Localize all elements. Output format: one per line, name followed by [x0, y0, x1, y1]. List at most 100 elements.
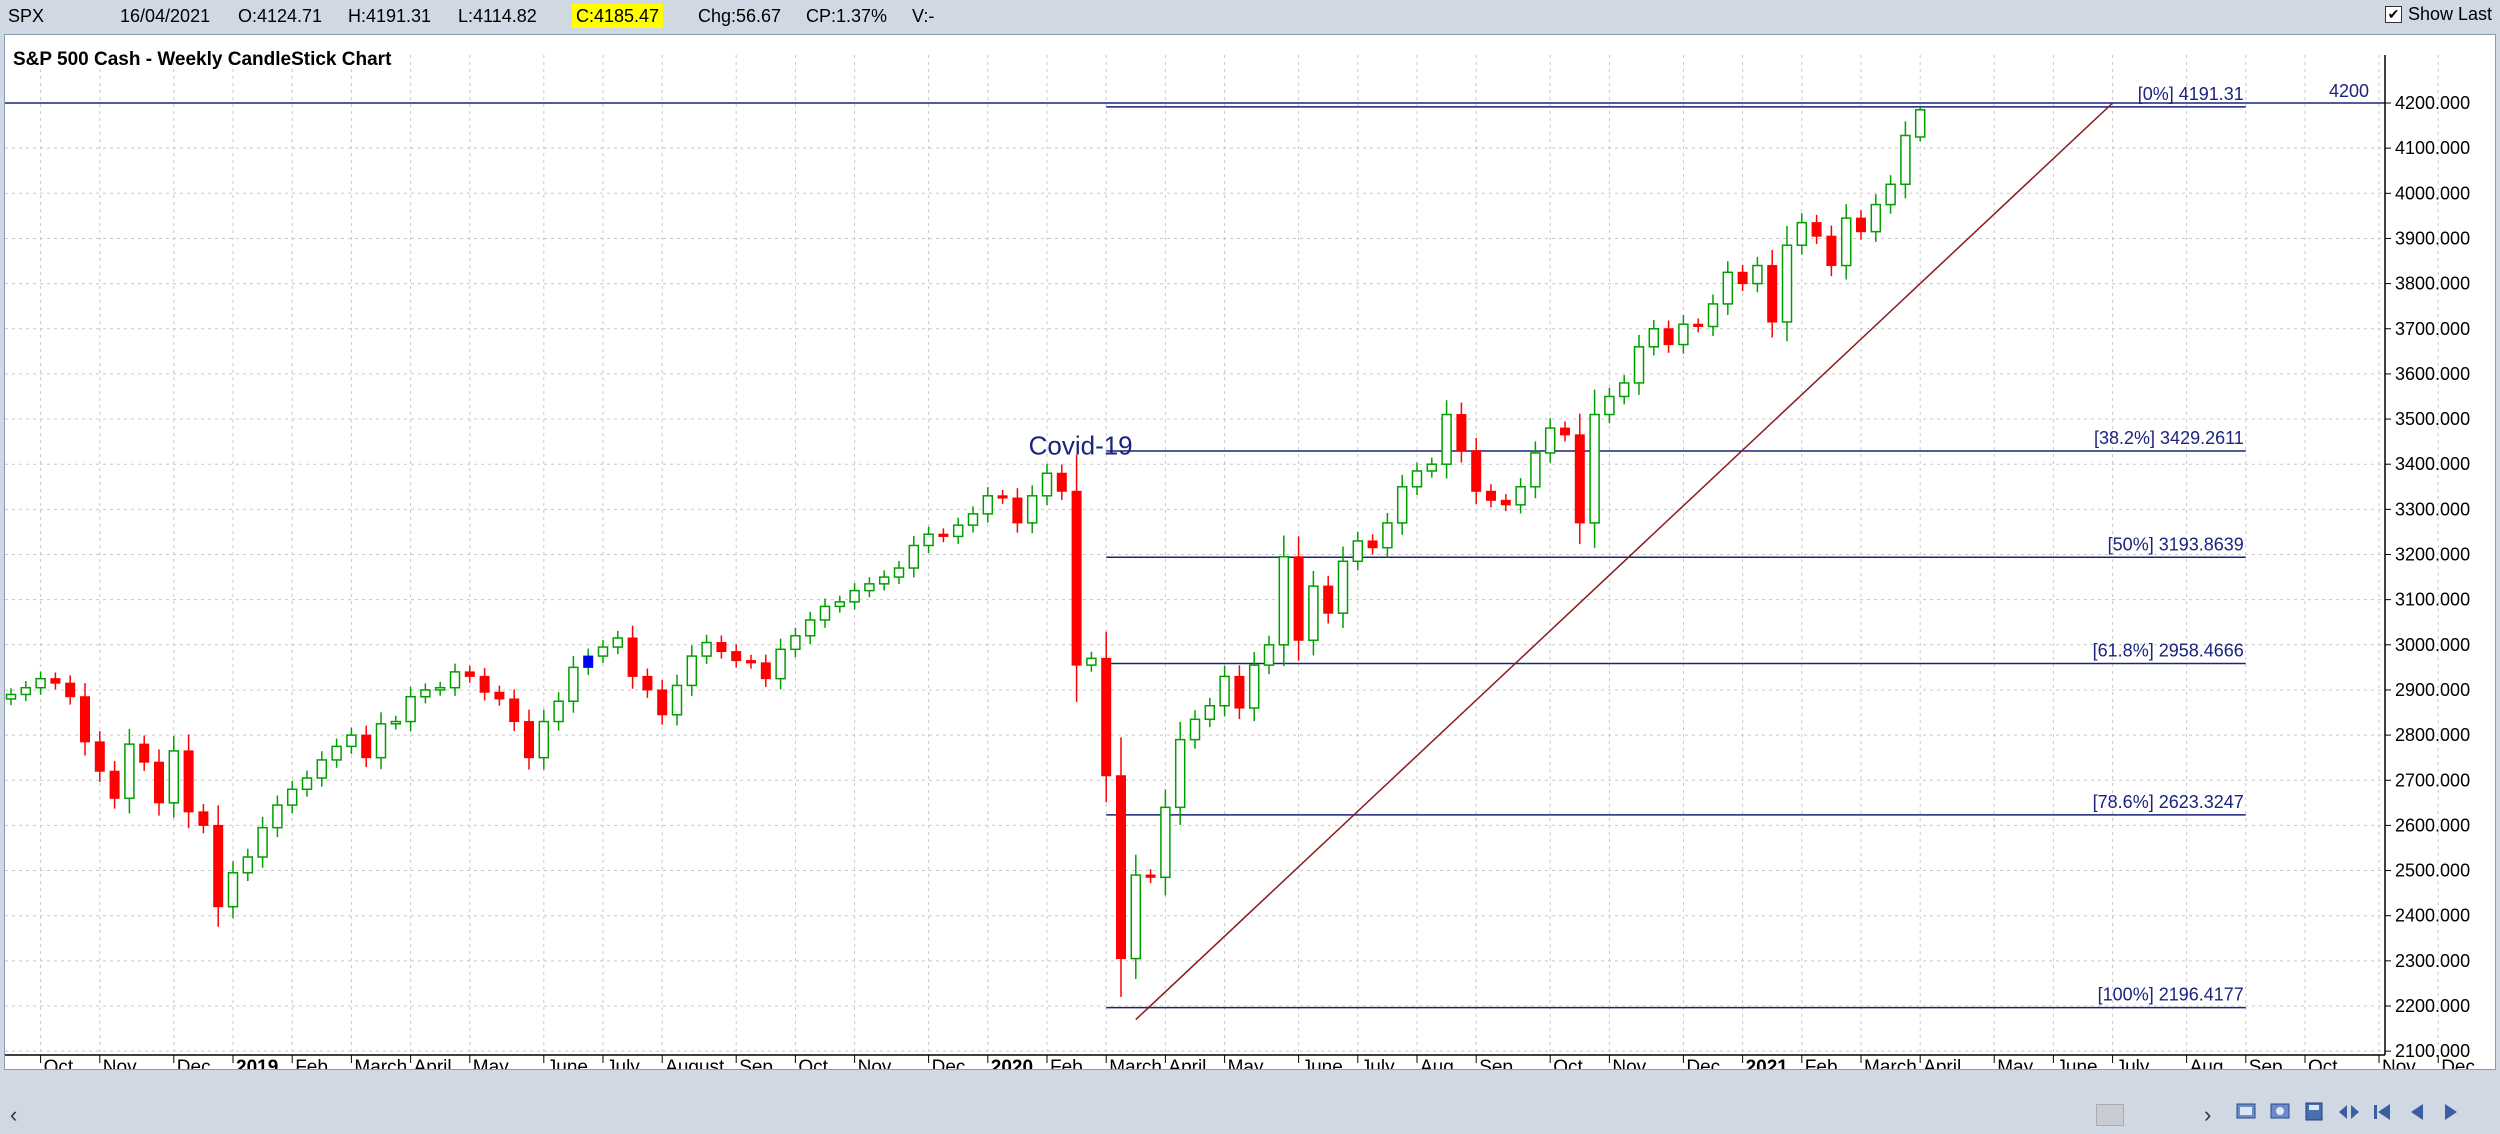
candle[interactable]: [1174, 722, 1186, 825]
candle[interactable]: [1352, 531, 1364, 571]
candle[interactable]: [1012, 488, 1023, 533]
scroll-right-arrow-icon[interactable]: ›: [2204, 1102, 2212, 1127]
candle[interactable]: [213, 805, 224, 927]
candle[interactable]: [361, 725, 372, 768]
show-last-toggle[interactable]: ✔ Show Last: [2384, 4, 2492, 25]
candle[interactable]: [227, 861, 239, 919]
candle[interactable]: [1189, 710, 1201, 749]
candle[interactable]: [1589, 389, 1600, 548]
candle[interactable]: [1678, 315, 1689, 354]
candle[interactable]: [1648, 320, 1660, 356]
candle[interactable]: [1500, 494, 1511, 512]
candle[interactable]: [80, 683, 90, 756]
zoom-out-icon[interactable]: [2268, 1100, 2294, 1124]
candle[interactable]: [1337, 546, 1349, 628]
candle[interactable]: [701, 634, 712, 664]
candle[interactable]: [1293, 536, 1304, 661]
show-last-checkbox[interactable]: ✔: [2384, 6, 2402, 23]
candle[interactable]: [1441, 400, 1452, 479]
candle[interactable]: [1618, 375, 1630, 405]
candle[interactable]: [1130, 854, 1142, 980]
candle[interactable]: [923, 526, 934, 553]
candle[interactable]: [1885, 175, 1896, 214]
candle[interactable]: [612, 630, 624, 655]
candle[interactable]: [997, 489, 1008, 504]
candle[interactable]: [1248, 651, 1260, 722]
candle[interactable]: [1840, 204, 1852, 280]
candle[interactable]: [1071, 454, 1082, 702]
candle[interactable]: [1382, 513, 1393, 558]
candle[interactable]: [257, 816, 268, 868]
candle[interactable]: [1160, 789, 1171, 896]
candle[interactable]: [1204, 697, 1216, 728]
candle[interactable]: [405, 686, 416, 732]
candle[interactable]: [301, 770, 313, 797]
candle[interactable]: [1796, 213, 1808, 255]
candle[interactable]: [1396, 474, 1408, 535]
candle[interactable]: [1234, 665, 1245, 720]
candle[interactable]: [154, 749, 164, 816]
candle[interactable]: [1471, 437, 1482, 505]
candle[interactable]: [1263, 635, 1275, 675]
candle[interactable]: [1056, 464, 1067, 500]
candle[interactable]: [20, 681, 32, 702]
candle[interactable]: [1633, 334, 1645, 395]
candle[interactable]: [375, 712, 387, 770]
candle[interactable]: [420, 683, 431, 704]
candle[interactable]: [819, 598, 831, 628]
candle[interactable]: [597, 640, 609, 664]
horizontal-scrollbar[interactable]: ‹ ›: [0, 1094, 2500, 1134]
candle[interactable]: [716, 635, 727, 659]
candle[interactable]: [1411, 462, 1423, 496]
candle[interactable]: [1811, 214, 1822, 245]
candle[interactable]: [35, 671, 46, 695]
candle[interactable]: [331, 738, 342, 768]
candle[interactable]: [1530, 441, 1541, 499]
candle[interactable]: [1870, 194, 1882, 242]
candle[interactable]: [804, 611, 816, 645]
previous-icon[interactable]: [2404, 1100, 2430, 1124]
candle[interactable]: [509, 689, 520, 732]
candle[interactable]: [1544, 418, 1556, 463]
candle[interactable]: [1041, 463, 1053, 506]
candle[interactable]: [938, 528, 949, 543]
candle[interactable]: [1914, 106, 1926, 142]
candle[interactable]: [657, 680, 668, 725]
candle[interactable]: [1323, 575, 1334, 624]
save-chart-icon[interactable]: [2302, 1100, 2328, 1124]
scroll-both-icon[interactable]: [2336, 1100, 2362, 1124]
candle[interactable]: [1856, 210, 1866, 240]
candle[interactable]: [864, 577, 875, 598]
candle[interactable]: [1116, 737, 1126, 997]
candle[interactable]: [538, 709, 550, 770]
candle[interactable]: [50, 672, 61, 690]
candle[interactable]: [1663, 320, 1674, 353]
candle[interactable]: [1574, 413, 1585, 545]
candle[interactable]: [583, 648, 594, 675]
candle[interactable]: [1515, 478, 1526, 514]
candle[interactable]: [1752, 256, 1763, 293]
candle[interactable]: [1026, 485, 1038, 534]
candle[interactable]: [908, 535, 920, 578]
candle[interactable]: [627, 625, 638, 689]
candle[interactable]: [286, 781, 298, 814]
candle[interactable]: [1900, 121, 1911, 199]
candle[interactable]: [967, 506, 979, 533]
candle[interactable]: [760, 654, 771, 687]
candle[interactable]: [731, 644, 742, 668]
next-icon[interactable]: [2438, 1100, 2464, 1124]
candle[interactable]: [553, 692, 564, 731]
candle[interactable]: [1219, 665, 1230, 717]
candle[interactable]: [878, 570, 890, 591]
candle[interactable]: [1826, 225, 1837, 277]
candle[interactable]: [893, 561, 905, 585]
candle[interactable]: [1560, 421, 1570, 442]
candle[interactable]: [982, 487, 994, 523]
first-page-icon[interactable]: [2370, 1100, 2396, 1124]
candle[interactable]: [775, 638, 786, 690]
candle[interactable]: [434, 681, 446, 696]
candle[interactable]: [1426, 457, 1438, 478]
candle[interactable]: [1367, 534, 1378, 555]
candle[interactable]: [1707, 294, 1719, 336]
candle[interactable]: [568, 655, 579, 713]
